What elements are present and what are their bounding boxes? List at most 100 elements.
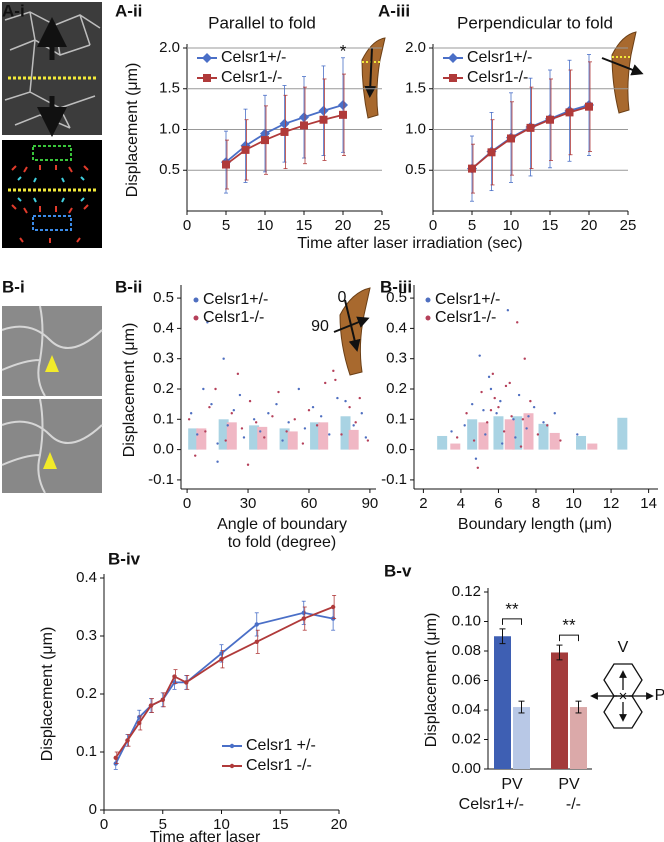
- scatter-point: [287, 421, 290, 424]
- scatter-point: [450, 430, 453, 433]
- bar: [226, 422, 237, 450]
- scatter-point: [254, 421, 258, 424]
- scatter-point: [328, 433, 331, 436]
- y-tick-label: 0.4: [386, 319, 407, 336]
- scatter-point: [508, 381, 511, 385]
- marker: [254, 622, 259, 627]
- marker: [546, 115, 554, 124]
- y-tick-label: 1.5: [405, 80, 426, 97]
- marker: [241, 145, 250, 154]
- scatter-point: [307, 409, 311, 412]
- scatter-point: [506, 309, 510, 312]
- x-tick-label: 25: [374, 217, 391, 234]
- group-label: PV: [501, 776, 523, 793]
- scatter-point: [489, 387, 493, 391]
- scatter-point: [334, 378, 337, 382]
- x-tick-label: 10: [257, 217, 274, 234]
- scatter-point: [214, 387, 217, 391]
- scatter-point: [516, 321, 519, 324]
- bar: [494, 636, 511, 769]
- scatter-point: [482, 409, 485, 412]
- axis-diagram: [590, 663, 654, 729]
- x-tick-label: 15: [542, 217, 559, 234]
- bar: [279, 428, 290, 450]
- bar: [523, 413, 534, 450]
- scatter-point: [523, 357, 526, 360]
- scatter-point: [267, 412, 270, 415]
- x-tick-label: 0: [429, 217, 437, 234]
- scatter-point: [486, 421, 489, 424]
- x-tick-label: 60: [301, 495, 318, 512]
- scatter-point: [324, 381, 327, 385]
- bar: [478, 422, 489, 450]
- x-axis-label: Boundary length (μm): [458, 516, 612, 533]
- x-tick-label: 20: [331, 816, 348, 833]
- panel-label: B-iii: [380, 277, 412, 296]
- scatter-point: [242, 436, 246, 439]
- fold-inset: [333, 31, 644, 376]
- marker: [184, 680, 189, 685]
- x-tick-label: 0: [183, 217, 191, 234]
- scatter-point: [504, 384, 508, 388]
- scatter-point: [277, 390, 280, 394]
- x-tick-label: 15: [272, 816, 289, 833]
- x-tick-label: 30: [240, 495, 257, 512]
- y-tick-label: 0.3: [76, 627, 97, 644]
- scatter-point: [238, 393, 242, 397]
- panel-label: B-v: [384, 561, 412, 580]
- legend-label: Celsr1+/-: [203, 291, 268, 308]
- bar: [576, 435, 587, 450]
- scatter-point: [476, 466, 480, 469]
- bar: [551, 652, 568, 769]
- y-axis-label: Displacement (μm): [121, 323, 138, 458]
- bar: [257, 426, 268, 450]
- bar: [617, 417, 628, 450]
- bar: [513, 707, 530, 769]
- y-tick-label: 0.1: [386, 410, 407, 427]
- scatter-point: [252, 418, 256, 421]
- scatter-point: [491, 372, 495, 376]
- marker: [330, 604, 336, 610]
- scatter-point: [474, 457, 478, 460]
- scatter-point: [216, 460, 219, 463]
- marker: [125, 738, 130, 743]
- y-tick-label: 0.02: [452, 730, 481, 747]
- scatter-point: [259, 430, 262, 433]
- scatter-point: [226, 424, 229, 427]
- scatter-point: [465, 412, 468, 415]
- microscopy-image: [1, 305, 103, 494]
- scatter-point: [517, 393, 521, 397]
- scatter-point: [196, 433, 199, 436]
- scatter-point: [354, 421, 357, 424]
- y-tick-label: 1.0: [159, 120, 180, 137]
- marker: [137, 720, 142, 726]
- scatter-point: [536, 433, 540, 436]
- scatter-point: [240, 427, 244, 430]
- scatter-point: [480, 390, 483, 394]
- panel-label: A-iii: [378, 1, 410, 20]
- x-tick-label: 0: [100, 816, 108, 833]
- scatter-point: [340, 433, 343, 436]
- bar: [504, 419, 515, 450]
- scatter-point: [285, 430, 288, 433]
- y-tick-label: 0.2: [76, 685, 97, 702]
- legend-label: Celsr1 -/-: [246, 757, 312, 774]
- x-tick-label: 8: [532, 495, 540, 512]
- y-tick-label: 0.1: [153, 410, 174, 427]
- y-tick-label: 0.06: [452, 671, 481, 688]
- scatter-point: [576, 433, 579, 436]
- scatter-point: [484, 433, 487, 436]
- legend-label: Celsr1+/-: [467, 49, 532, 66]
- diagram-label: P: [655, 687, 664, 704]
- marker: [113, 755, 118, 760]
- panel-label: A-ii: [115, 1, 142, 20]
- scatter-point: [512, 418, 515, 421]
- marker: [338, 100, 348, 111]
- y-tick-label: 2.0: [159, 39, 180, 56]
- y-tick-label: 1.0: [405, 120, 426, 137]
- y-tick-label: 0.4: [153, 319, 174, 336]
- scatter-point: [281, 439, 284, 442]
- scatter-point: [297, 387, 301, 391]
- panel-label: B-i: [2, 277, 25, 296]
- x-tick-label: 14: [640, 495, 657, 512]
